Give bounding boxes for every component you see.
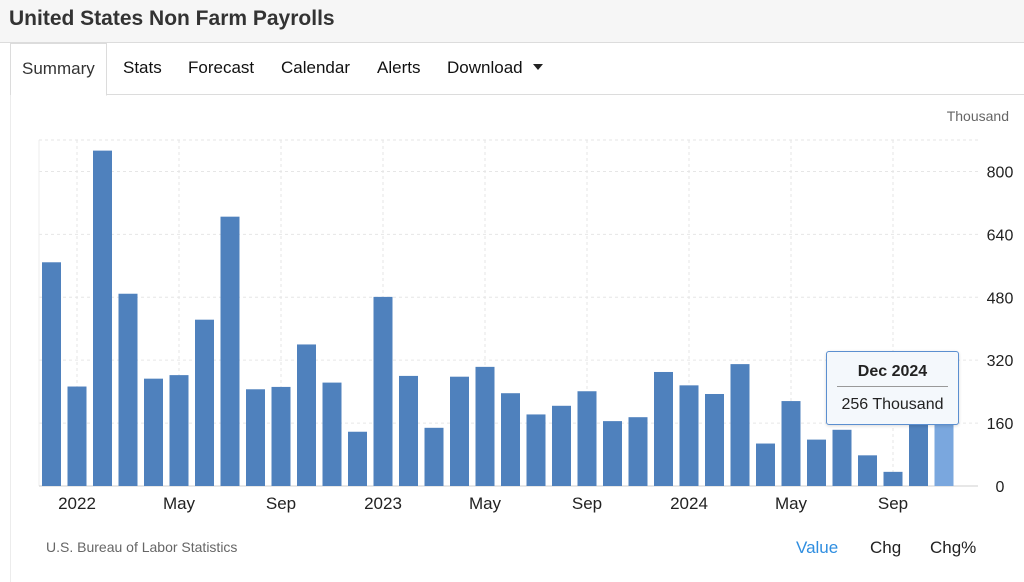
bar-mar-2022[interactable] [93, 150, 112, 486]
tab-calendar[interactable]: Calendar [281, 58, 350, 77]
bar-may-2024[interactable] [756, 443, 775, 486]
bar-jul-2022[interactable] [195, 319, 214, 486]
x-tick-label: May [469, 494, 502, 513]
bar-dec-2023[interactable] [628, 417, 648, 486]
bar-aug-2023[interactable] [526, 414, 546, 486]
tab-download-label: Download [447, 58, 523, 77]
toggle-chg[interactable]: Chg [870, 538, 902, 557]
bar-may-2023[interactable] [450, 376, 469, 486]
bar-feb-2023[interactable] [373, 296, 393, 486]
bar-apr-2022[interactable] [118, 293, 138, 486]
bar-jun-2022[interactable] [169, 375, 189, 486]
x-tick-label: Sep [266, 494, 296, 513]
bar-jan-2022[interactable] [42, 262, 61, 486]
bar-aug-2024[interactable] [832, 429, 852, 486]
bar-sep-2024[interactable] [858, 455, 877, 486]
bar-oct-2022[interactable] [271, 386, 291, 486]
x-tick-label: Sep [572, 494, 602, 513]
bar-jan-2024[interactable] [654, 371, 673, 486]
caret-down-icon [532, 63, 543, 70]
source-credit: U.S. Bureau of Labor Statistics [46, 539, 238, 555]
x-tick-label: May [775, 494, 808, 513]
bar-jul-2024[interactable] [807, 439, 826, 486]
x-tick-label: 2023 [364, 494, 402, 513]
tab-alerts[interactable]: Alerts [377, 58, 421, 77]
bar-oct-2023[interactable] [577, 391, 597, 486]
bar-nov-2023[interactable] [603, 421, 622, 486]
toggle-value[interactable]: Value [796, 538, 839, 557]
y-tick-label: 480 [987, 290, 1014, 307]
bar-jun-2024[interactable] [781, 401, 801, 486]
value-tooltip: Dec 2024 256 Thousand [826, 351, 959, 425]
bars [42, 150, 954, 486]
bar-jan-2023[interactable] [348, 431, 367, 486]
bar-jul-2023[interactable] [501, 393, 520, 486]
y-tick-label: 320 [987, 353, 1014, 370]
y-tick-label: 160 [987, 416, 1014, 433]
tab-summary[interactable]: Summary [10, 43, 107, 96]
tab-download[interactable]: Download [447, 43, 543, 95]
bar-apr-2023[interactable] [424, 427, 444, 486]
chart-panel [10, 95, 1024, 582]
bar-oct-2024[interactable] [883, 471, 903, 486]
x-tick-label: 2024 [670, 494, 708, 513]
bar-jun-2023[interactable] [475, 366, 495, 486]
tab-bar: Summary Stats Forecast Calendar Alerts D… [10, 43, 1024, 96]
bar-mar-2023[interactable] [399, 375, 418, 486]
bar-aug-2022[interactable] [220, 216, 240, 486]
bar-feb-2024[interactable] [679, 385, 699, 486]
y-tick-label: 0 [996, 479, 1005, 496]
bar-nov-2022[interactable] [297, 344, 316, 486]
y-axis: 0 160 320 480 640 800 [987, 164, 1014, 496]
tab-stats[interactable]: Stats [123, 58, 162, 77]
bar-sep-2023[interactable] [552, 405, 571, 486]
tooltip-date: Dec 2024 [837, 363, 948, 387]
x-tick-label: 2022 [58, 494, 96, 513]
y-tick-label: 640 [987, 227, 1014, 244]
x-tick-label: Sep [878, 494, 908, 513]
title-bar: United States Non Farm Payrolls [0, 0, 1024, 43]
toggle-chg-pct[interactable]: Chg% [930, 538, 977, 557]
tab-forecast[interactable]: Forecast [188, 58, 255, 77]
unit-label: Thousand [947, 108, 1009, 124]
x-tick-label: May [163, 494, 196, 513]
tooltip-value: 256 Thousand [841, 396, 944, 413]
y-tick-label: 800 [987, 164, 1014, 181]
page-title: United States Non Farm Payrolls [9, 7, 335, 30]
bar-apr-2024[interactable] [730, 364, 750, 486]
x-axis: 2022 May Sep 2023 May Sep 2024 May Sep [58, 494, 908, 513]
bar-sep-2022[interactable] [246, 389, 265, 486]
bar-may-2022[interactable] [144, 378, 163, 486]
bar-mar-2024[interactable] [705, 393, 724, 486]
bar-dec-2022[interactable] [322, 382, 342, 486]
bar-feb-2022[interactable] [67, 386, 87, 486]
